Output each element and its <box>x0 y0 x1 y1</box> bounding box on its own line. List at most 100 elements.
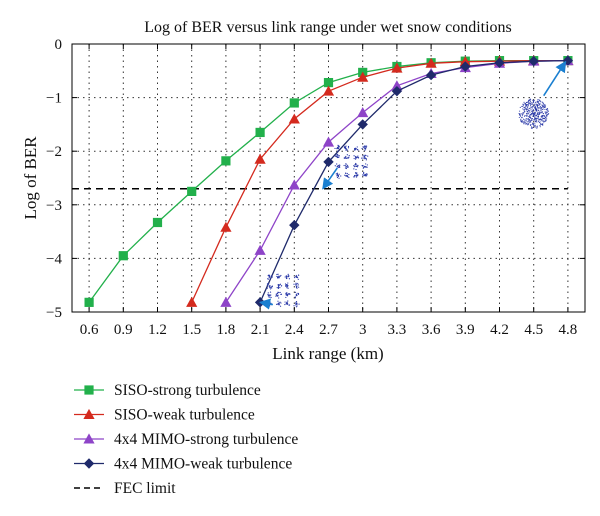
constellation-dot <box>295 301 298 303</box>
constellation-dot <box>541 116 543 119</box>
constellation-dot <box>535 127 537 129</box>
constellation-dot <box>362 157 364 159</box>
constellation-dot <box>285 284 287 287</box>
constellation-dot <box>293 276 296 279</box>
constellation-dot <box>545 112 547 114</box>
constellation-dot <box>363 171 365 174</box>
constellation-dot <box>279 305 282 307</box>
constellation-dot <box>363 166 365 168</box>
constellation-dot <box>536 104 538 107</box>
constellation-dot <box>535 108 537 110</box>
constellation-dot <box>276 295 278 297</box>
constellation-dot <box>534 126 536 128</box>
legend-item-4x4-mimo-strong-turbulence: 4x4 MIMO-strong turbulence <box>74 431 298 448</box>
constellation-dot <box>345 172 347 174</box>
constellation-dot <box>365 146 367 148</box>
y-tick-label: −3 <box>46 198 62 214</box>
constellation-dot <box>534 105 537 107</box>
constellation-dot <box>538 111 541 113</box>
constellation-dot <box>527 105 529 107</box>
constellation-dot <box>540 101 542 103</box>
constellation-dot <box>529 100 532 102</box>
constellation-dot <box>535 115 537 117</box>
constellation-dot <box>537 104 539 106</box>
constellation-dot <box>337 174 339 176</box>
data-point <box>220 221 232 232</box>
constellation-dot <box>277 284 279 286</box>
constellation-dot <box>365 174 367 176</box>
constellation-dot <box>527 121 529 123</box>
constellation-dot <box>536 121 538 123</box>
constellation-dot <box>363 146 366 148</box>
constellation-dot <box>357 157 360 159</box>
legend-label: FEC limit <box>114 480 176 497</box>
constellation-dot <box>522 112 524 114</box>
constellation-dot <box>524 119 526 121</box>
constellation-dot <box>532 119 534 121</box>
constellation-dot <box>529 120 531 122</box>
constellation-dot <box>541 104 543 106</box>
constellation-dot <box>532 109 534 111</box>
constellation-dot <box>547 110 549 112</box>
constellation-dot <box>527 123 529 125</box>
constellation-dot <box>543 107 545 109</box>
constellation-dot <box>267 294 270 297</box>
constellation-dot <box>355 176 358 178</box>
data-point <box>186 296 198 307</box>
constellation-dot <box>523 121 525 123</box>
constellation-dot <box>285 284 288 286</box>
constellation-dot <box>365 163 367 165</box>
constellation-dot <box>338 165 341 167</box>
data-point <box>425 57 437 68</box>
constellation-dot <box>524 120 526 122</box>
constellation-dot <box>536 115 538 117</box>
constellation-dot <box>280 285 283 287</box>
constellation-dot <box>526 123 528 125</box>
legend-swatch-marker <box>83 433 95 444</box>
constellation-dot <box>336 173 338 175</box>
constellation-dot <box>356 174 359 177</box>
constellation-inset-1 <box>258 273 300 310</box>
constellation-dot <box>285 275 288 278</box>
constellation-dot <box>284 301 286 303</box>
constellation-dot <box>538 103 540 105</box>
constellation-dot <box>542 105 544 108</box>
constellation-dot <box>523 111 525 113</box>
constellation-dot <box>286 287 288 289</box>
data-point <box>288 113 300 124</box>
constellation-dot <box>344 156 346 158</box>
constellation-dot <box>346 172 348 175</box>
constellation-dot <box>345 163 347 165</box>
constellation-dot <box>338 156 340 158</box>
constellation-dot <box>535 109 537 111</box>
constellation-dot <box>546 107 549 110</box>
constellation-dot <box>284 303 286 306</box>
constellation-dot <box>534 107 536 109</box>
constellation-dot <box>287 282 289 284</box>
data-point <box>152 217 163 228</box>
constellation-dot <box>538 112 540 114</box>
constellation-dot <box>537 114 540 116</box>
data-point <box>391 80 403 91</box>
data-point <box>323 156 334 168</box>
data-point <box>221 156 231 166</box>
constellation-dot <box>355 156 357 159</box>
constellation-dot <box>546 111 548 114</box>
constellation-dot <box>334 147 336 150</box>
constellation-dot <box>354 149 356 151</box>
constellation-dot <box>526 114 528 116</box>
constellation-dot <box>285 296 287 299</box>
constellation-dot <box>297 292 300 295</box>
constellation-dot <box>357 149 359 151</box>
constellation-dot <box>527 105 530 107</box>
constellation-dot <box>536 106 538 108</box>
constellation-dot <box>533 100 535 102</box>
constellation-dot <box>525 122 527 124</box>
constellation-dot <box>357 165 359 167</box>
constellation-dot <box>535 121 537 123</box>
constellation-dot <box>286 292 288 294</box>
constellation-dot <box>267 292 269 294</box>
constellation-dot <box>544 106 546 108</box>
constellation-dot <box>343 164 345 167</box>
constellation-dot <box>529 106 531 108</box>
